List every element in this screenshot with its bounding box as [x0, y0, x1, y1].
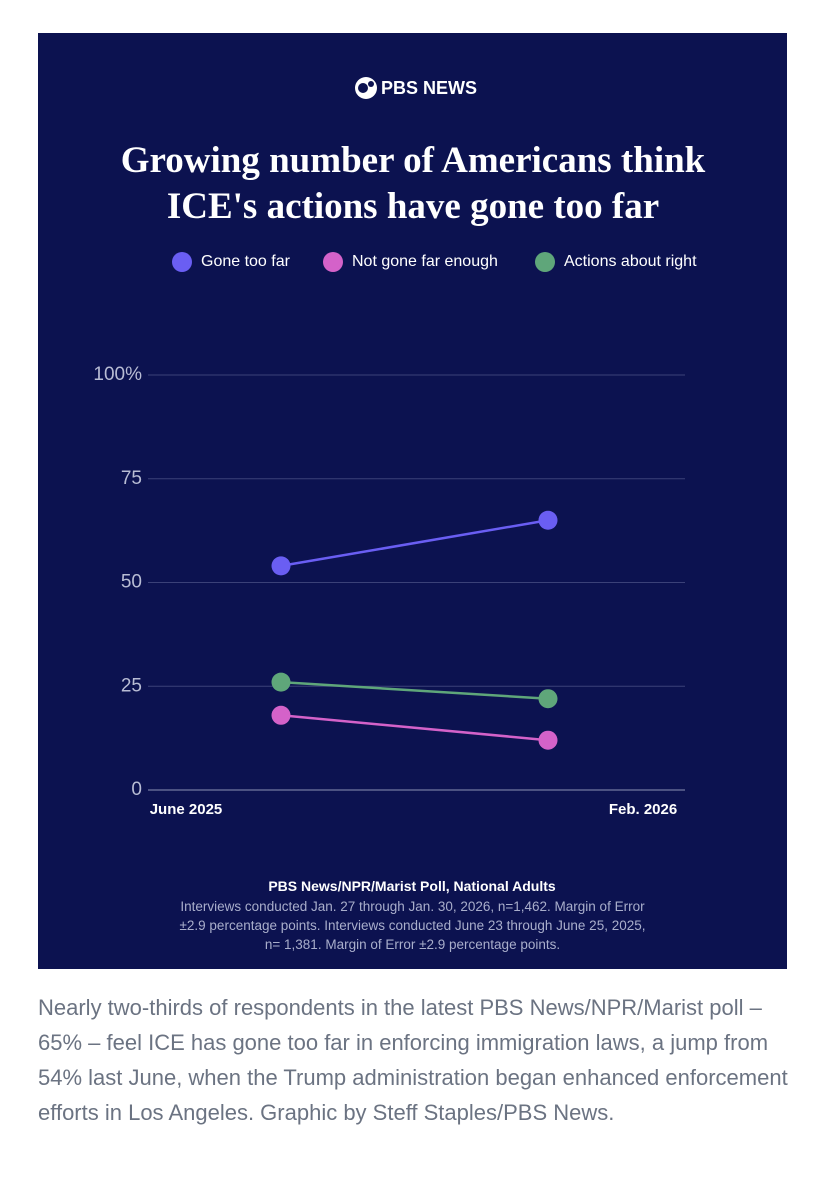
x-tick-label: Feb. 2026 — [609, 801, 677, 818]
logo-icon — [355, 77, 377, 99]
source: PBS News/NPR/Marist Poll, National Adult… — [268, 878, 556, 894]
legend-label: Actions about right — [564, 253, 697, 270]
legend-label: Gone too far — [201, 253, 291, 270]
data-point — [538, 689, 558, 709]
logo-text: PBS NEWS — [381, 78, 477, 98]
chart-title: Growing number of Americans think ICE's … — [120, 140, 706, 227]
y-tick-label: 25 — [121, 675, 142, 696]
x-tick-label: June 2025 — [150, 801, 223, 818]
data-point — [271, 672, 291, 692]
y-tick-label: 100% — [93, 364, 142, 385]
data-point — [271, 705, 291, 725]
chart-panel — [38, 33, 787, 969]
data-point — [538, 510, 558, 530]
legend-swatch — [172, 252, 192, 272]
y-tick-label: 75 — [121, 468, 142, 489]
y-tick-label: 50 — [121, 572, 142, 593]
series-line — [280, 519, 549, 568]
legend-label: Not gone far enough — [352, 253, 498, 270]
note: Interviews conducted Jan. 27 through Jan… — [179, 899, 646, 952]
y-tick-label: 0 — [131, 779, 142, 800]
series-line — [280, 680, 549, 700]
legend-swatch — [535, 252, 555, 272]
legend-swatch — [323, 252, 343, 272]
data-point — [271, 556, 291, 576]
series-line — [280, 714, 549, 742]
data-point — [538, 730, 558, 750]
caption: Nearly two-thirds of respondents in the … — [38, 995, 788, 1125]
